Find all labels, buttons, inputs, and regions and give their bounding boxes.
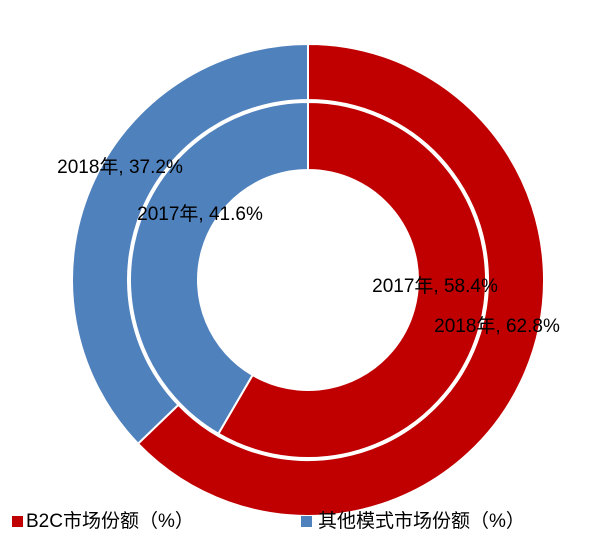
legend-label: 其他模式市场份额（%） [318, 510, 525, 532]
donut-slice [129, 100, 309, 436]
legend-label: B2C市场份额（%） [26, 510, 194, 532]
donut-slice [71, 42, 309, 446]
data-label: 2017年, 58.4% [372, 275, 498, 297]
legend-swatch [12, 516, 23, 527]
donut-slice [136, 42, 545, 517]
data-label: 2018年, 37.2% [57, 156, 183, 178]
donut-slice [216, 100, 487, 459]
data-label: 2018年, 62.8% [434, 315, 560, 337]
legend-swatch [301, 516, 312, 527]
data-label: 2017年, 41.6% [137, 203, 263, 225]
